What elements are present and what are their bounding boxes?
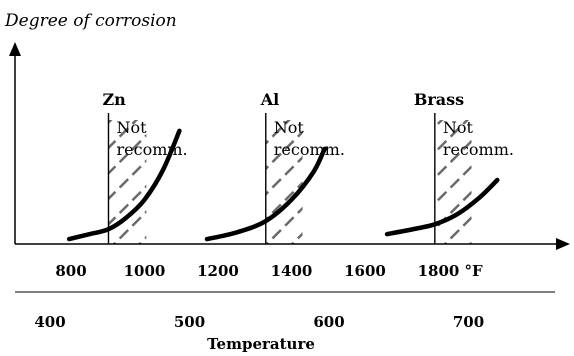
al-note-line1: Not — [274, 118, 305, 137]
al-label: Al — [260, 90, 280, 109]
x-axis-arrow — [556, 238, 570, 250]
y-axis-arrow — [9, 42, 21, 56]
al-note-line2: recomm. — [274, 140, 345, 159]
c-tick-label: 500 — [174, 313, 205, 331]
c-tick-label: 400 — [34, 313, 65, 331]
al-curve — [204, 146, 327, 242]
zn-curve — [66, 128, 182, 242]
brass-curve — [384, 177, 500, 237]
x-axis-label: Temperature — [207, 335, 315, 353]
c-tick-label: 600 — [313, 313, 344, 331]
fahrenheit-unit-label: °F — [465, 262, 484, 280]
f-tick-label: 1200 — [197, 262, 239, 280]
zn-note-line1: Not — [116, 118, 147, 137]
brass-note-line1: Not — [443, 118, 474, 137]
f-tick-label: 1600 — [344, 262, 386, 280]
f-tick-label: 800 — [55, 262, 86, 280]
f-tick-label: 1400 — [271, 262, 313, 280]
c-tick-label: 700 — [453, 313, 484, 331]
al-hatch-region — [265, 120, 303, 244]
f-tick-label: 1800 — [418, 262, 460, 280]
zn-label: Zn — [102, 90, 126, 109]
brass-note-line2: recomm. — [443, 140, 514, 159]
zn-note-line2: recomm. — [116, 140, 187, 159]
f-tick-label: 1000 — [124, 262, 166, 280]
y-axis-label: Degree of corrosion — [4, 11, 177, 31]
brass-label: Brass — [414, 90, 464, 109]
brass-hatch-region — [434, 120, 472, 244]
